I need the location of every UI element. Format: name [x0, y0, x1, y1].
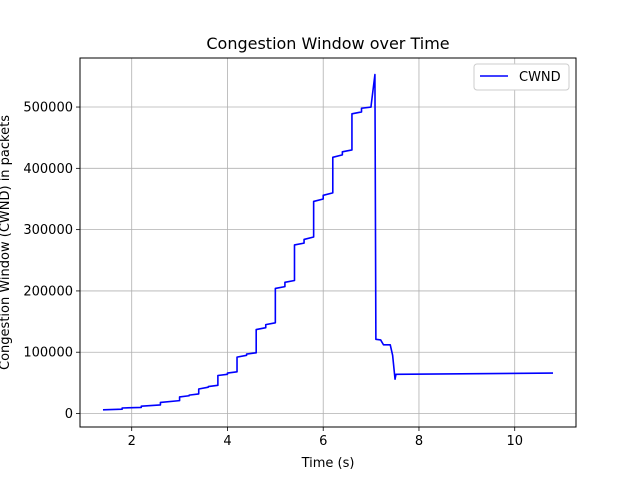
y-tick-label: 300000	[23, 223, 73, 238]
y-ticks: 0 100000 200000 300000 400000 500000	[23, 101, 80, 422]
x-tick-label: 10	[506, 434, 523, 449]
chart-title: Congestion Window over Time	[206, 34, 449, 53]
legend-box	[473, 63, 570, 91]
y-tick-label: 0	[65, 407, 73, 422]
x-tick-label: 2	[128, 434, 136, 449]
series-line-cwnd	[102, 73, 554, 411]
series-layer	[102, 73, 554, 411]
x-ticks: 2 4 6 8 10	[128, 427, 523, 449]
y-tick-label: 200000	[23, 284, 73, 299]
x-tick-label: 4	[223, 434, 231, 449]
legend: CWND	[473, 63, 570, 91]
y-axis-label: Congestion Window (CWND) in packets	[0, 115, 13, 370]
y-tick-label: 100000	[23, 346, 73, 361]
plot-frame	[79, 57, 577, 428]
y-tick-label: 500000	[23, 101, 73, 116]
legend-label: CWND	[519, 70, 561, 85]
x-tick-label: 8	[415, 434, 423, 449]
x-tick-label: 6	[319, 434, 327, 449]
y-tick-label: 400000	[23, 162, 73, 177]
grid	[80, 58, 576, 427]
x-axis-label: Time (s)	[301, 456, 355, 471]
